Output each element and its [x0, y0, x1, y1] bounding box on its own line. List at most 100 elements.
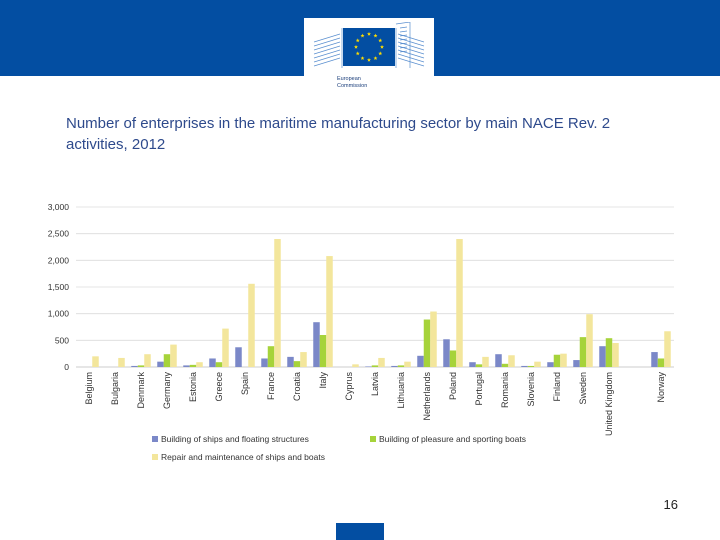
- x-tick-label: Croatia: [292, 372, 302, 401]
- bar-3: [248, 283, 255, 367]
- x-tick-label: Spain: [240, 372, 250, 395]
- bar-1: [209, 358, 216, 367]
- eu-star-icon: [355, 51, 360, 56]
- logo-line-commission: Commission: [337, 82, 368, 89]
- legend-label: Building of ships and floating structure…: [161, 434, 309, 444]
- legend-swatch: [152, 436, 158, 442]
- bar-2: [605, 338, 613, 367]
- bar-1: [261, 358, 268, 367]
- legend-label: Building of pleasure and sporting boats: [379, 434, 526, 444]
- x-tick-label: Cyprus: [344, 372, 354, 401]
- bar-2: [423, 319, 431, 367]
- bar-2: [657, 358, 665, 367]
- bar-3: [144, 354, 151, 367]
- logo-text: European Commission: [337, 76, 367, 89]
- bar-3: [404, 361, 411, 367]
- bar-2: [501, 363, 509, 367]
- bar-3: [534, 361, 541, 367]
- legend-swatch: [370, 436, 376, 442]
- x-tick-label: Estonia: [188, 372, 198, 402]
- logo-line-european: European: [337, 76, 361, 82]
- bar-3: [664, 331, 671, 367]
- legend-label: Repair and maintenance of ships and boat…: [161, 452, 325, 462]
- x-tick-label: Norway: [656, 372, 666, 403]
- y-tick-label: 1,500: [48, 282, 70, 292]
- bar-3: [456, 239, 463, 367]
- bar-1: [521, 365, 528, 367]
- bar-3: [274, 239, 281, 367]
- bar-1: [417, 355, 424, 367]
- commission-building-icon: [313, 22, 425, 68]
- bar-3: [508, 355, 515, 367]
- bar-3: [612, 343, 619, 367]
- x-tick-label: Germany: [162, 372, 172, 410]
- eu-star-icon: [354, 44, 358, 49]
- bar-1: [391, 365, 398, 367]
- bar-3: [326, 256, 333, 367]
- x-tick-label: Bulgaria: [110, 372, 120, 405]
- eu-star-icon: [378, 38, 383, 43]
- eu-star-icon: [367, 31, 371, 36]
- eu-star-icon: [367, 57, 371, 62]
- x-tick-label: Italy: [318, 372, 328, 389]
- bar-3: [300, 352, 307, 367]
- bar-3: [196, 362, 203, 367]
- bar-3: [352, 364, 359, 367]
- x-tick-label: Romania: [500, 372, 510, 408]
- bar-chart: 0 500 1,000 1,500 2,000 2,500 3,000 Belgium Bulg…: [48, 202, 674, 462]
- bar-1: [365, 366, 372, 367]
- bar-3: [92, 356, 99, 367]
- x-tick-label: Latvia: [370, 372, 380, 396]
- bar-3: [118, 357, 125, 367]
- eu-star-icon: [373, 33, 378, 38]
- bar-3: [560, 353, 567, 367]
- eu-star-icon: [373, 56, 378, 60]
- european-commission-logo: European Commission: [304, 18, 434, 98]
- x-tick-label: Finland: [552, 372, 562, 402]
- eu-star-icon: [378, 51, 383, 56]
- bar-3: [430, 311, 437, 367]
- bar-2: [475, 364, 483, 367]
- bar-3: [222, 328, 229, 367]
- eu-star-icon: [360, 56, 365, 60]
- x-tick-label: Poland: [448, 372, 458, 400]
- bar-1: [287, 356, 294, 367]
- y-tick-label: 500: [55, 335, 69, 345]
- bar-2: [137, 365, 145, 367]
- x-tick-label: United Kingdom: [604, 372, 614, 436]
- bar-2: [319, 335, 327, 367]
- bar-3: [170, 344, 177, 367]
- eu-star-icon: [360, 33, 365, 38]
- x-tick-label: Portugal: [474, 372, 484, 406]
- bar-2: [527, 365, 535, 367]
- footer-bar: [336, 523, 384, 540]
- bar-1: [313, 322, 320, 367]
- bar-3: [378, 357, 385, 367]
- bar-3: [482, 356, 489, 367]
- bar-2: [371, 365, 379, 367]
- bar-2: [553, 354, 561, 367]
- x-tick-label: Denmark: [136, 372, 146, 409]
- x-tick-label: France: [266, 372, 276, 400]
- bar-2: [189, 364, 197, 367]
- bar-1: [651, 352, 658, 367]
- bar-1: [157, 361, 164, 367]
- y-tick-label: 0: [64, 362, 69, 372]
- bar-3: [586, 314, 593, 367]
- bar-2: [397, 365, 405, 367]
- bar-2: [215, 362, 223, 367]
- slide-title: Number of enterprises in the maritime ma…: [66, 115, 611, 153]
- bar-1: [573, 360, 580, 367]
- bar-1: [183, 365, 190, 367]
- bar-1: [443, 339, 450, 367]
- legend-swatch: [152, 454, 158, 460]
- eu-star-icon: [380, 44, 384, 49]
- bar-1: [235, 347, 242, 367]
- bar-1: [547, 362, 554, 367]
- bar-1: [469, 362, 476, 367]
- y-tick-label: 2,500: [48, 229, 70, 239]
- x-tick-label: Lithuania: [396, 372, 406, 409]
- y-tick-label: 3,000: [48, 202, 70, 212]
- bar-2: [267, 346, 275, 367]
- x-tick-label: Belgium: [84, 372, 94, 405]
